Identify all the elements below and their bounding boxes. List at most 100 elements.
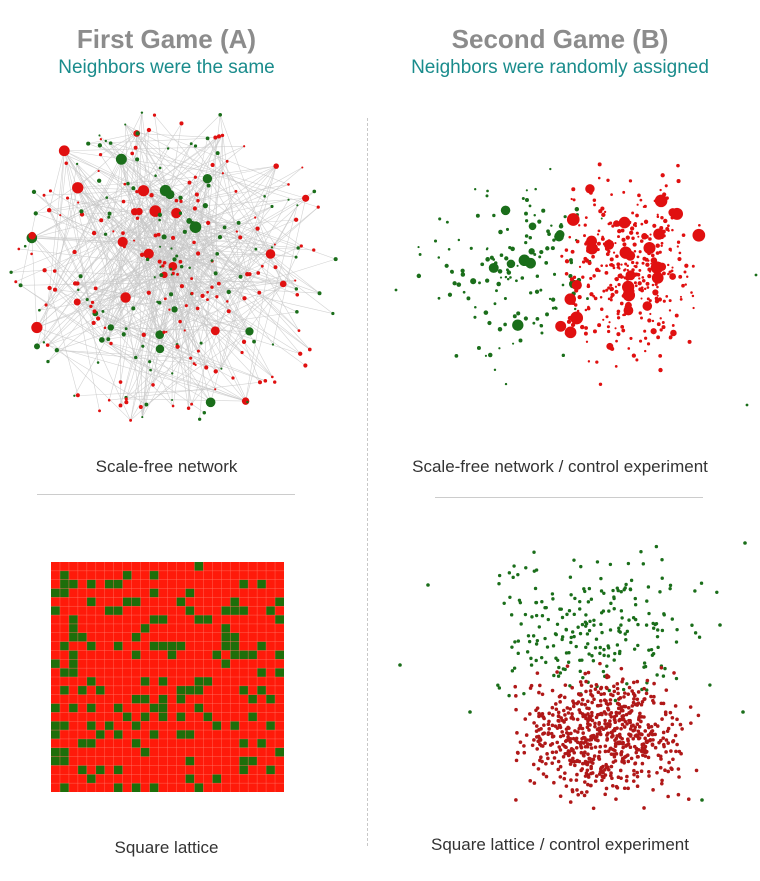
red-node — [661, 730, 666, 735]
network-node — [168, 292, 174, 297]
network-node — [296, 246, 300, 250]
network-edge — [101, 211, 135, 341]
network-edge — [207, 138, 276, 245]
lattice-green-cell — [221, 632, 231, 642]
red-node — [640, 742, 645, 747]
network-edge — [255, 248, 276, 268]
red-node — [655, 243, 660, 248]
red-node — [571, 736, 576, 741]
green-node — [508, 245, 512, 250]
red-node — [650, 253, 655, 258]
lattice-green-cell — [113, 641, 123, 651]
outlier-node — [718, 623, 722, 627]
green-node — [516, 651, 520, 656]
green-node — [417, 246, 420, 249]
network-node — [210, 285, 214, 289]
network-node — [117, 236, 128, 247]
network-node — [190, 291, 194, 296]
lattice-green-cell — [158, 641, 168, 651]
red-node — [586, 775, 591, 779]
red-node — [586, 760, 591, 764]
green-node — [619, 623, 623, 627]
network-edge — [163, 283, 284, 333]
green-node — [519, 256, 523, 260]
network-edge — [135, 129, 150, 148]
network-edge — [36, 327, 248, 403]
green-node — [485, 194, 489, 198]
green-node — [497, 327, 503, 332]
green-node — [524, 198, 529, 203]
green-node — [569, 593, 573, 597]
green-node — [663, 666, 667, 671]
red-node — [659, 665, 664, 670]
network-node — [273, 163, 279, 169]
green-node — [550, 224, 553, 227]
red-node — [632, 768, 636, 773]
red-node — [620, 679, 624, 684]
green-node — [560, 615, 565, 620]
network-node — [234, 189, 238, 193]
lattice-green-cell — [122, 597, 132, 607]
red-node — [634, 750, 639, 755]
red-node — [622, 695, 626, 699]
red-node — [650, 261, 664, 274]
green-node — [641, 562, 646, 566]
network-node — [226, 289, 231, 295]
green-node — [485, 257, 490, 262]
network-node — [206, 220, 211, 225]
red-node — [547, 727, 551, 731]
network-node — [189, 221, 202, 233]
network-node — [226, 300, 229, 303]
network-edge — [143, 272, 259, 336]
red-node — [576, 309, 580, 313]
network-node — [139, 252, 145, 257]
network-node — [179, 264, 184, 269]
network-node — [295, 310, 299, 314]
red-node — [643, 729, 648, 733]
red-node — [659, 226, 664, 231]
lattice-green-cell — [230, 641, 240, 651]
red-node — [677, 256, 682, 262]
red-node — [671, 757, 675, 762]
red-node — [576, 700, 581, 704]
lattice-green-cell — [194, 783, 204, 792]
green-node — [642, 661, 647, 665]
lattice-green-cell — [167, 650, 177, 660]
red-node — [659, 757, 663, 761]
network-edge — [148, 129, 289, 185]
green-node — [497, 573, 502, 578]
red-node — [584, 679, 588, 684]
green-node — [588, 619, 592, 624]
red-node — [635, 755, 640, 759]
green-node — [586, 642, 590, 646]
lattice-green-cell — [51, 703, 60, 713]
red-node — [531, 762, 536, 767]
red-node — [609, 746, 613, 751]
red-node — [561, 708, 566, 713]
green-node — [573, 596, 577, 601]
red-node — [636, 203, 639, 206]
red-node — [538, 683, 542, 688]
green-node — [660, 628, 665, 633]
red-node — [589, 684, 594, 688]
red-node — [681, 233, 686, 237]
network-edge — [212, 136, 220, 166]
green-node — [437, 296, 441, 300]
right-top-caption: Scale-free network / control experiment — [412, 457, 708, 476]
network-node — [131, 186, 136, 191]
red-node — [574, 778, 579, 782]
red-node — [605, 264, 608, 268]
red-node — [621, 328, 626, 333]
green-node — [661, 674, 666, 678]
green-node — [509, 276, 512, 279]
network-node — [138, 404, 143, 409]
network-node — [175, 344, 180, 349]
red-node — [612, 717, 617, 722]
green-node — [499, 276, 503, 279]
red-node — [591, 757, 596, 762]
network-edge — [74, 133, 137, 253]
lattice-green-cell — [86, 703, 96, 713]
network-edge — [43, 342, 147, 405]
red-node — [558, 794, 563, 799]
lattice-green-cell — [113, 783, 123, 792]
